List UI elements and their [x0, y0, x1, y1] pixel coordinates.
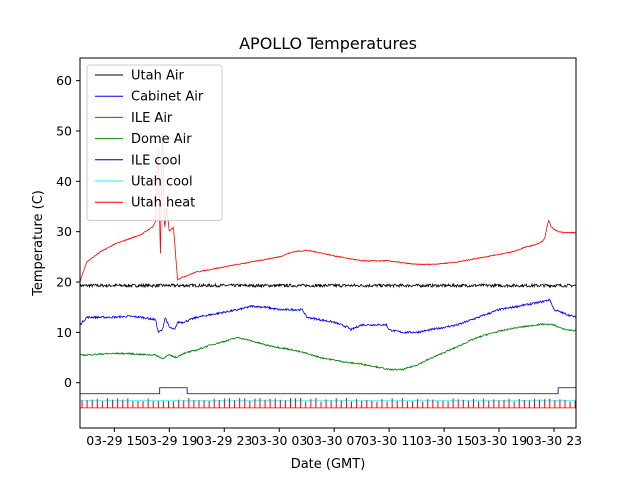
x-tick-label: 03-30 11	[361, 433, 417, 448]
series-cabinet-air	[80, 297, 576, 334]
legend-label: Dome Air	[131, 132, 192, 147]
legend: Utah Air Cabinet Air ILE Air Dome Air ILE co…	[86, 64, 223, 221]
y-tick-label: 0	[64, 375, 72, 390]
legend-label: Utah Air	[131, 69, 184, 84]
legend-label: Cabinet Air	[131, 90, 204, 105]
x-tick-label: 03-29 19	[141, 433, 197, 448]
legend-label: Utah heat	[131, 196, 195, 211]
y-tick-label: 30	[56, 224, 72, 239]
series-utah-heat-spikes	[81, 397, 576, 408]
x-tick-label: 03-30 19	[471, 433, 527, 448]
x-tick-label: 03-30 23	[526, 433, 582, 448]
x-tick-label: 03-30 15	[416, 433, 472, 448]
x-axis-label: Date (GMT)	[291, 457, 366, 472]
legend-label: ILE cool	[131, 153, 181, 168]
legend-box	[86, 64, 223, 221]
series-utah-air	[80, 282, 576, 289]
legend-label: ILE Air	[131, 111, 173, 126]
series-dome-air	[80, 322, 576, 371]
x-tick-label: 03-30 03	[251, 433, 307, 448]
y-tick-label: 10	[56, 325, 72, 340]
legend-label: Utah cool	[131, 175, 193, 190]
y-tick-label: 50	[56, 123, 72, 138]
series-ile-cool	[80, 387, 576, 395]
y-axis-label: Temperature (C)	[31, 190, 46, 297]
y-axis: 0 10 20 30 40 50 60	[56, 73, 80, 390]
x-tick-label: 03-29 15	[86, 433, 142, 448]
x-tick-label: 03-30 07	[306, 433, 362, 448]
y-tick-label: 40	[56, 174, 72, 189]
chart-title: APOLLO Temperatures	[239, 34, 417, 53]
y-tick-label: 20	[56, 275, 72, 290]
plot-frame	[79, 57, 577, 429]
y-tick-label: 60	[56, 73, 72, 88]
x-tick-label: 03-29 23	[196, 433, 252, 448]
